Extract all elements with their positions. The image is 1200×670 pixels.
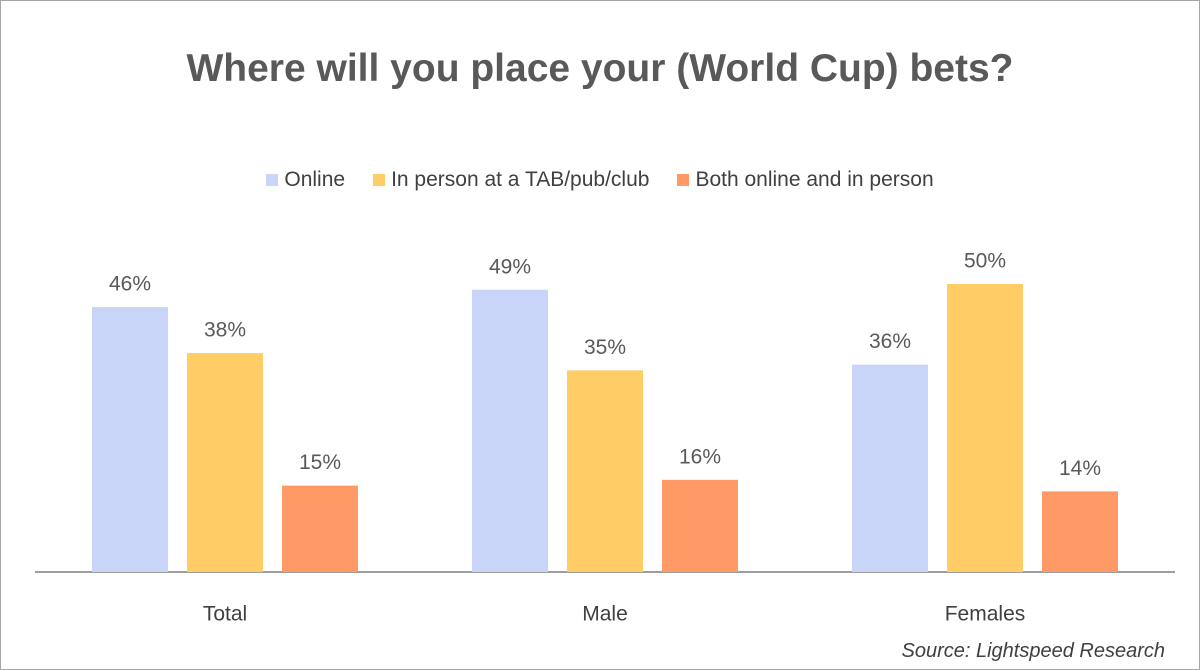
x-tick-label: Females [945,603,1026,626]
legend-swatch [266,174,279,186]
data-label: 16% [679,445,721,468]
bar [947,284,1023,572]
legend-item: In person at a TAB/pub/club [373,168,649,192]
bar [567,370,643,572]
legend-swatch [373,174,386,186]
data-label: 14% [1059,457,1101,480]
legend: Online In person at a TAB/pub/club Both on… [0,168,1200,192]
source-note: Source: Lightspeed Research [901,640,1166,662]
x-tick-label: Total [203,603,247,626]
bar [1042,491,1118,572]
data-label: 50% [964,250,1006,273]
x-tick-label: Male [582,603,628,626]
legend-label: In person at a TAB/pub/club [391,168,650,191]
legend-item: Both online and in person [677,168,934,192]
bar [852,364,928,572]
bar [282,485,358,572]
legend-label: Online [284,168,346,191]
bar [92,307,168,572]
data-label: 49% [489,255,531,278]
bar [187,353,263,572]
data-label: 15% [299,451,341,474]
legend-label: Both online and in person [695,168,934,191]
legend-swatch [677,174,690,186]
bar [662,479,738,572]
data-label: 36% [869,330,911,353]
data-label: 46% [109,273,151,296]
data-label: 38% [204,319,246,342]
data-label: 35% [584,336,626,359]
legend-item: Online [266,168,345,192]
chart-title: Where will you place your (World Cup) be… [186,47,1014,90]
bar [472,289,548,572]
